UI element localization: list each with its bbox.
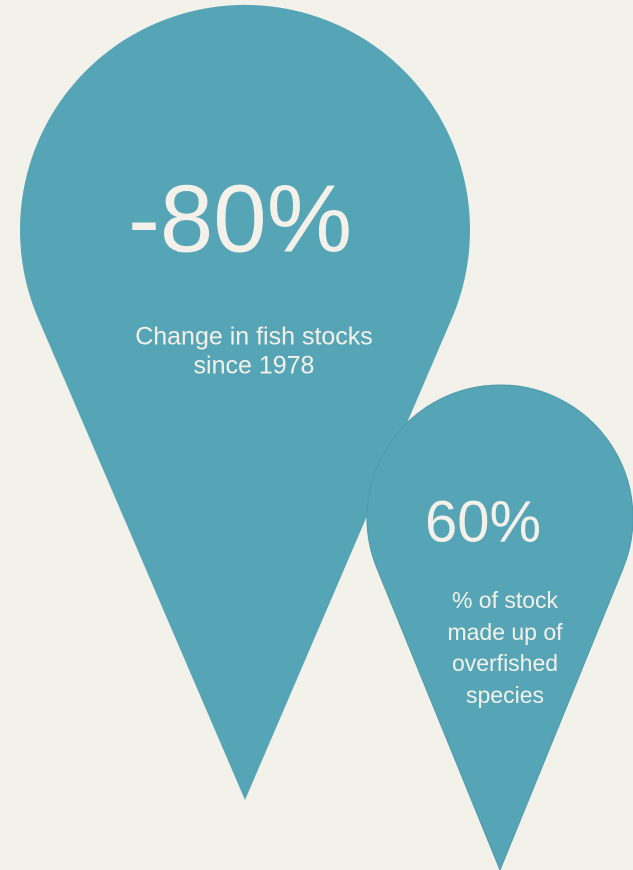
- stat-value: 60%: [425, 489, 541, 554]
- stat-caption: Change in fish stocks: [135, 323, 373, 351]
- stat-caption: % of stock: [452, 587, 559, 613]
- pin-small: [366, 384, 633, 870]
- pin-large: [20, 4, 471, 800]
- stat-caption: made up of: [447, 619, 563, 645]
- stat-value: -80%: [128, 165, 352, 272]
- stat-caption: overfished: [452, 650, 558, 676]
- stat-caption: species: [466, 682, 544, 708]
- stat-caption: since 1978: [194, 352, 315, 380]
